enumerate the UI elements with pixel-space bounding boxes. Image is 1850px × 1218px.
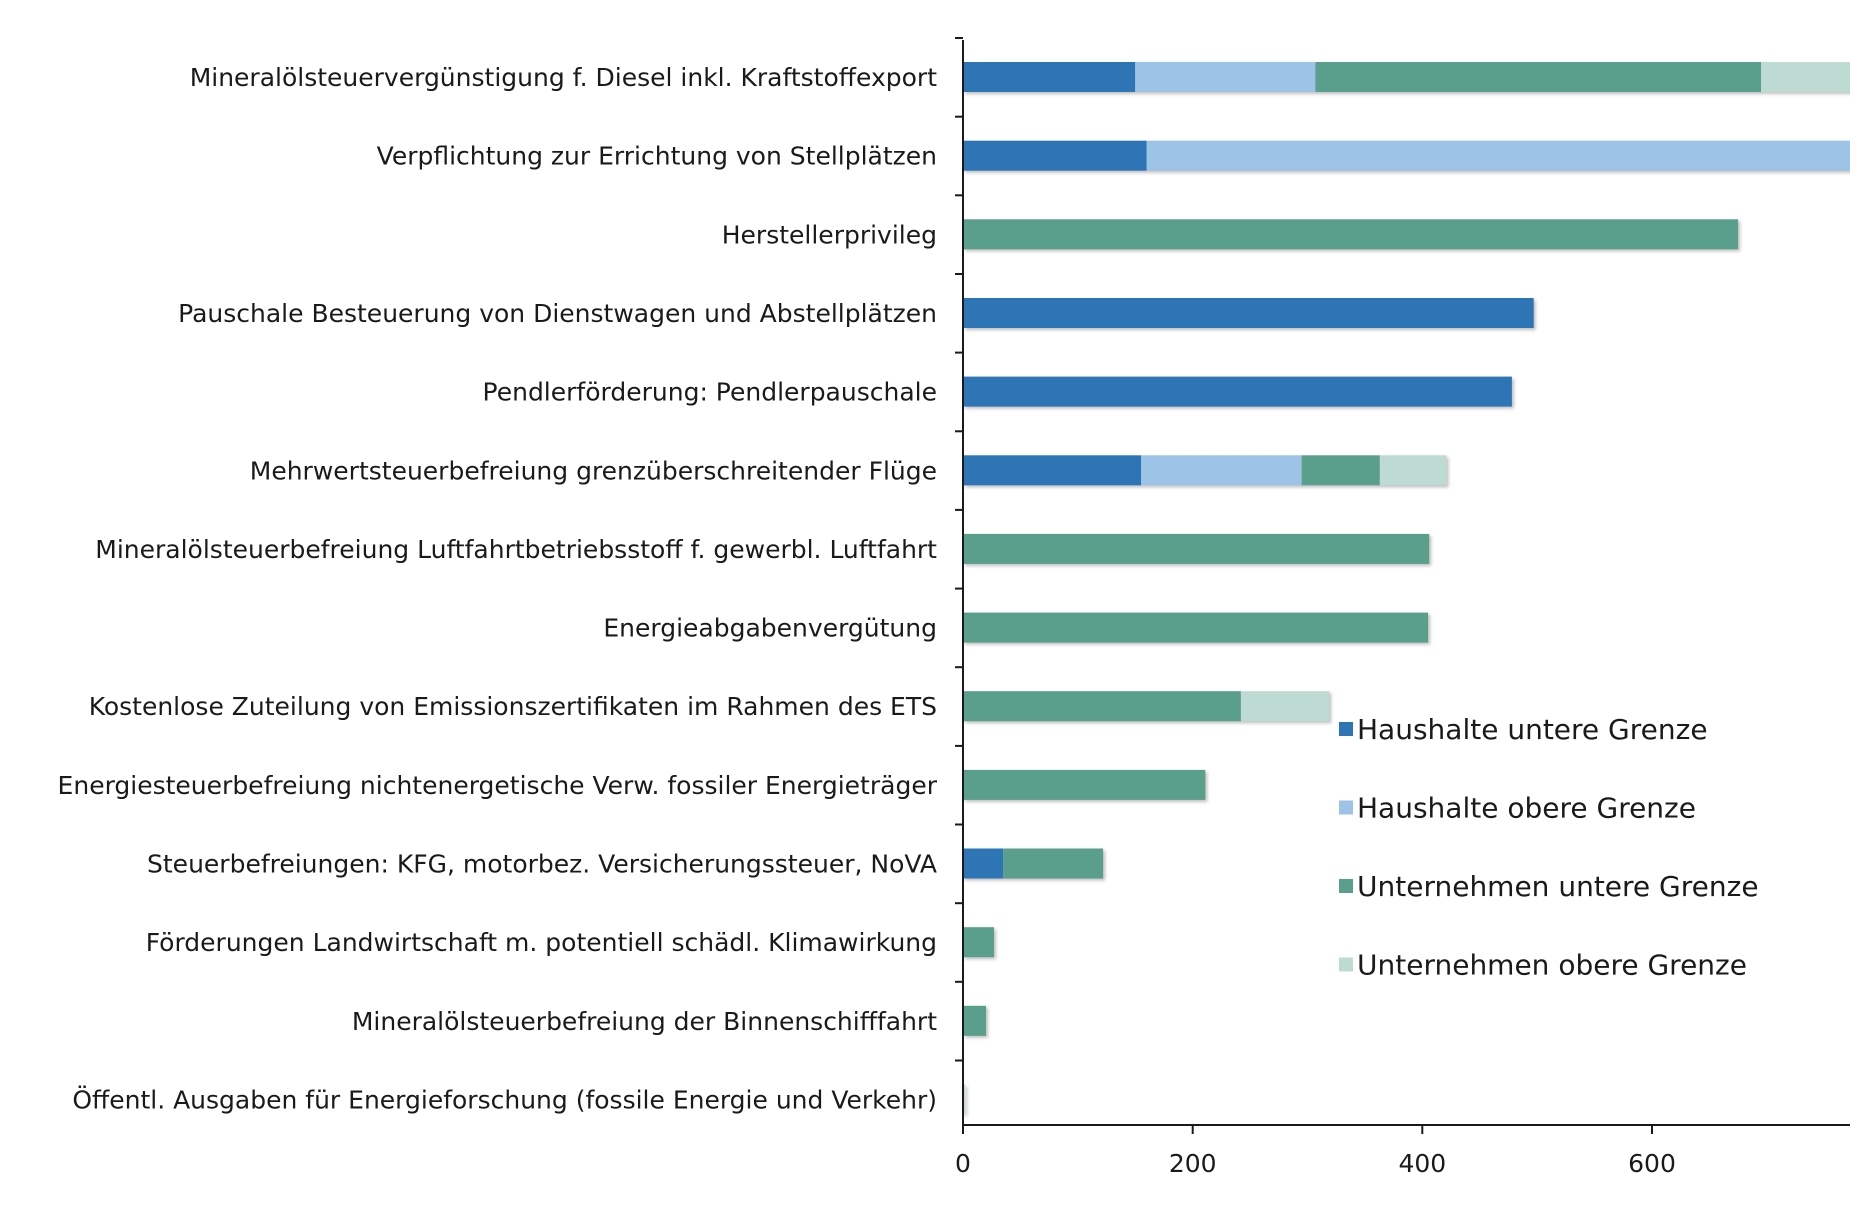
category-label: Mehrwertsteuerbefreiung grenzüberschreit…: [250, 456, 937, 485]
category-label: Herstellerprivileg: [722, 220, 937, 249]
bar-segment: [963, 140, 1147, 171]
category-label: Verpflichtung zur Errichtung von Stellpl…: [377, 142, 937, 171]
legend-swatch: [1339, 957, 1353, 972]
legend-swatch: [1339, 722, 1353, 736]
category-label: Öffentl. Ausgaben für Energieforschung (…: [72, 1086, 937, 1115]
bar-segment: [963, 62, 1136, 92]
bar-segment: [1301, 455, 1380, 486]
x-tick-label: 0: [955, 1149, 971, 1178]
legend-label: Haushalte untere Grenze: [1357, 713, 1708, 746]
bar-segment: [963, 691, 1241, 722]
category-label: Kostenlose Zuteilung von Emissionszertif…: [89, 692, 937, 721]
bar-segment: [1315, 62, 1761, 92]
category-labels: Mineralölsteuervergünstigung f. Diesel i…: [58, 63, 938, 1115]
bar-segment: [963, 298, 1534, 328]
bar-segment: [963, 927, 994, 958]
bar-segment: [964, 1084, 966, 1115]
legend-label: Unternehmen obere Grenze: [1357, 949, 1747, 982]
category-label: Mineralölsteuervergünstigung f. Diesel i…: [190, 63, 938, 92]
bar-segment: [1146, 140, 1850, 171]
bar-segment: [1135, 62, 1316, 92]
x-tick-label: 200: [1169, 1149, 1217, 1178]
legend-label: Unternehmen untere Grenze: [1357, 870, 1759, 903]
legend: Haushalte untere Grenze Haushalte obere G…: [1339, 713, 1759, 982]
bar-segment: [963, 848, 1004, 879]
bar-segment: [1240, 691, 1330, 722]
category-label: Steuerbefreiungen: KFG, motorbez. Versic…: [147, 850, 937, 879]
category-label: Energieabgabenvergütung: [603, 614, 937, 643]
bar-segment: [963, 219, 1739, 250]
category-label: Mineralölsteuerbefreiung der Binnenschif…: [352, 1007, 937, 1036]
legend-swatch: [1339, 879, 1353, 893]
bar-segment: [963, 455, 1141, 486]
bar-segment: [1379, 455, 1447, 486]
x-tick-label: 400: [1398, 1149, 1446, 1178]
legend-label: Haushalte obere Grenze: [1357, 792, 1696, 825]
bar-segment: [963, 612, 1429, 643]
bar-segment: [963, 533, 1430, 564]
bar-segment: [963, 376, 1512, 407]
category-label: Energiesteuerbefreiung nichtenergetische…: [58, 771, 938, 800]
bars-layer: [963, 62, 1850, 1115]
axes-layer: 02004006008001.0001.200: [955, 37, 1850, 1178]
bar-segment: [963, 769, 1206, 800]
bar-segment: [1141, 455, 1302, 486]
bar-segment: [963, 1005, 986, 1036]
bar-segment: [1761, 62, 1850, 92]
category-label: Förderungen Landwirtschaft m. potentiell…: [146, 928, 937, 957]
x-tick-label: 600: [1628, 1149, 1676, 1178]
category-label: Mineralölsteuerbefreiung Luftfahrtbetrie…: [95, 535, 937, 564]
legend-swatch: [1339, 800, 1353, 815]
bar-segment: [1003, 848, 1104, 879]
category-label: Pendlerförderung: Pendlerpauschale: [483, 378, 937, 407]
category-label: Pauschale Besteuerung von Dienstwagen un…: [178, 299, 937, 328]
